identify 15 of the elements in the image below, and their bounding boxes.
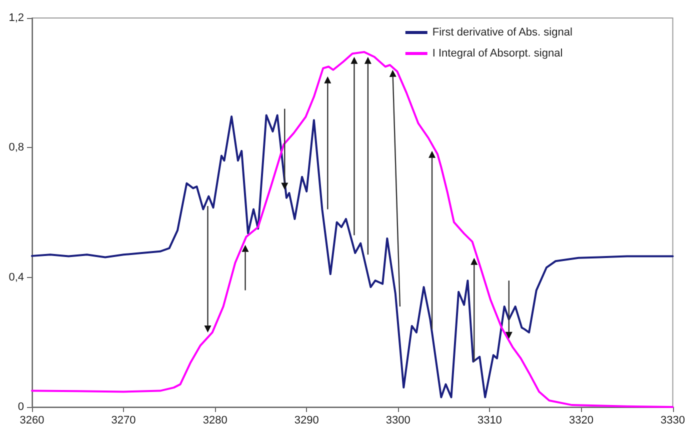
x-tick-label: 3300 [386,414,410,426]
line-series [31,114,674,398]
x-tick-label: 3330 [660,414,686,426]
x-tick-label: 3290 [294,414,319,426]
x-tick-label: 3270 [111,414,136,426]
legend-label: I Integral of Absorpt. signal [432,48,563,60]
x-tick-label: 3310 [477,414,502,426]
legend-label: First derivative of Abs. signal [432,26,572,38]
y-tick-label: 0,4 [8,271,24,284]
y-tick-label: 0,8 [8,142,24,154]
x-tick-label: 3320 [568,414,594,426]
y-tick-label: 1,2 [8,12,24,24]
y-tick-label: 0 [18,401,24,413]
x-tick-label: 3260 [20,414,44,426]
x-tick-label: 3280 [202,414,228,426]
